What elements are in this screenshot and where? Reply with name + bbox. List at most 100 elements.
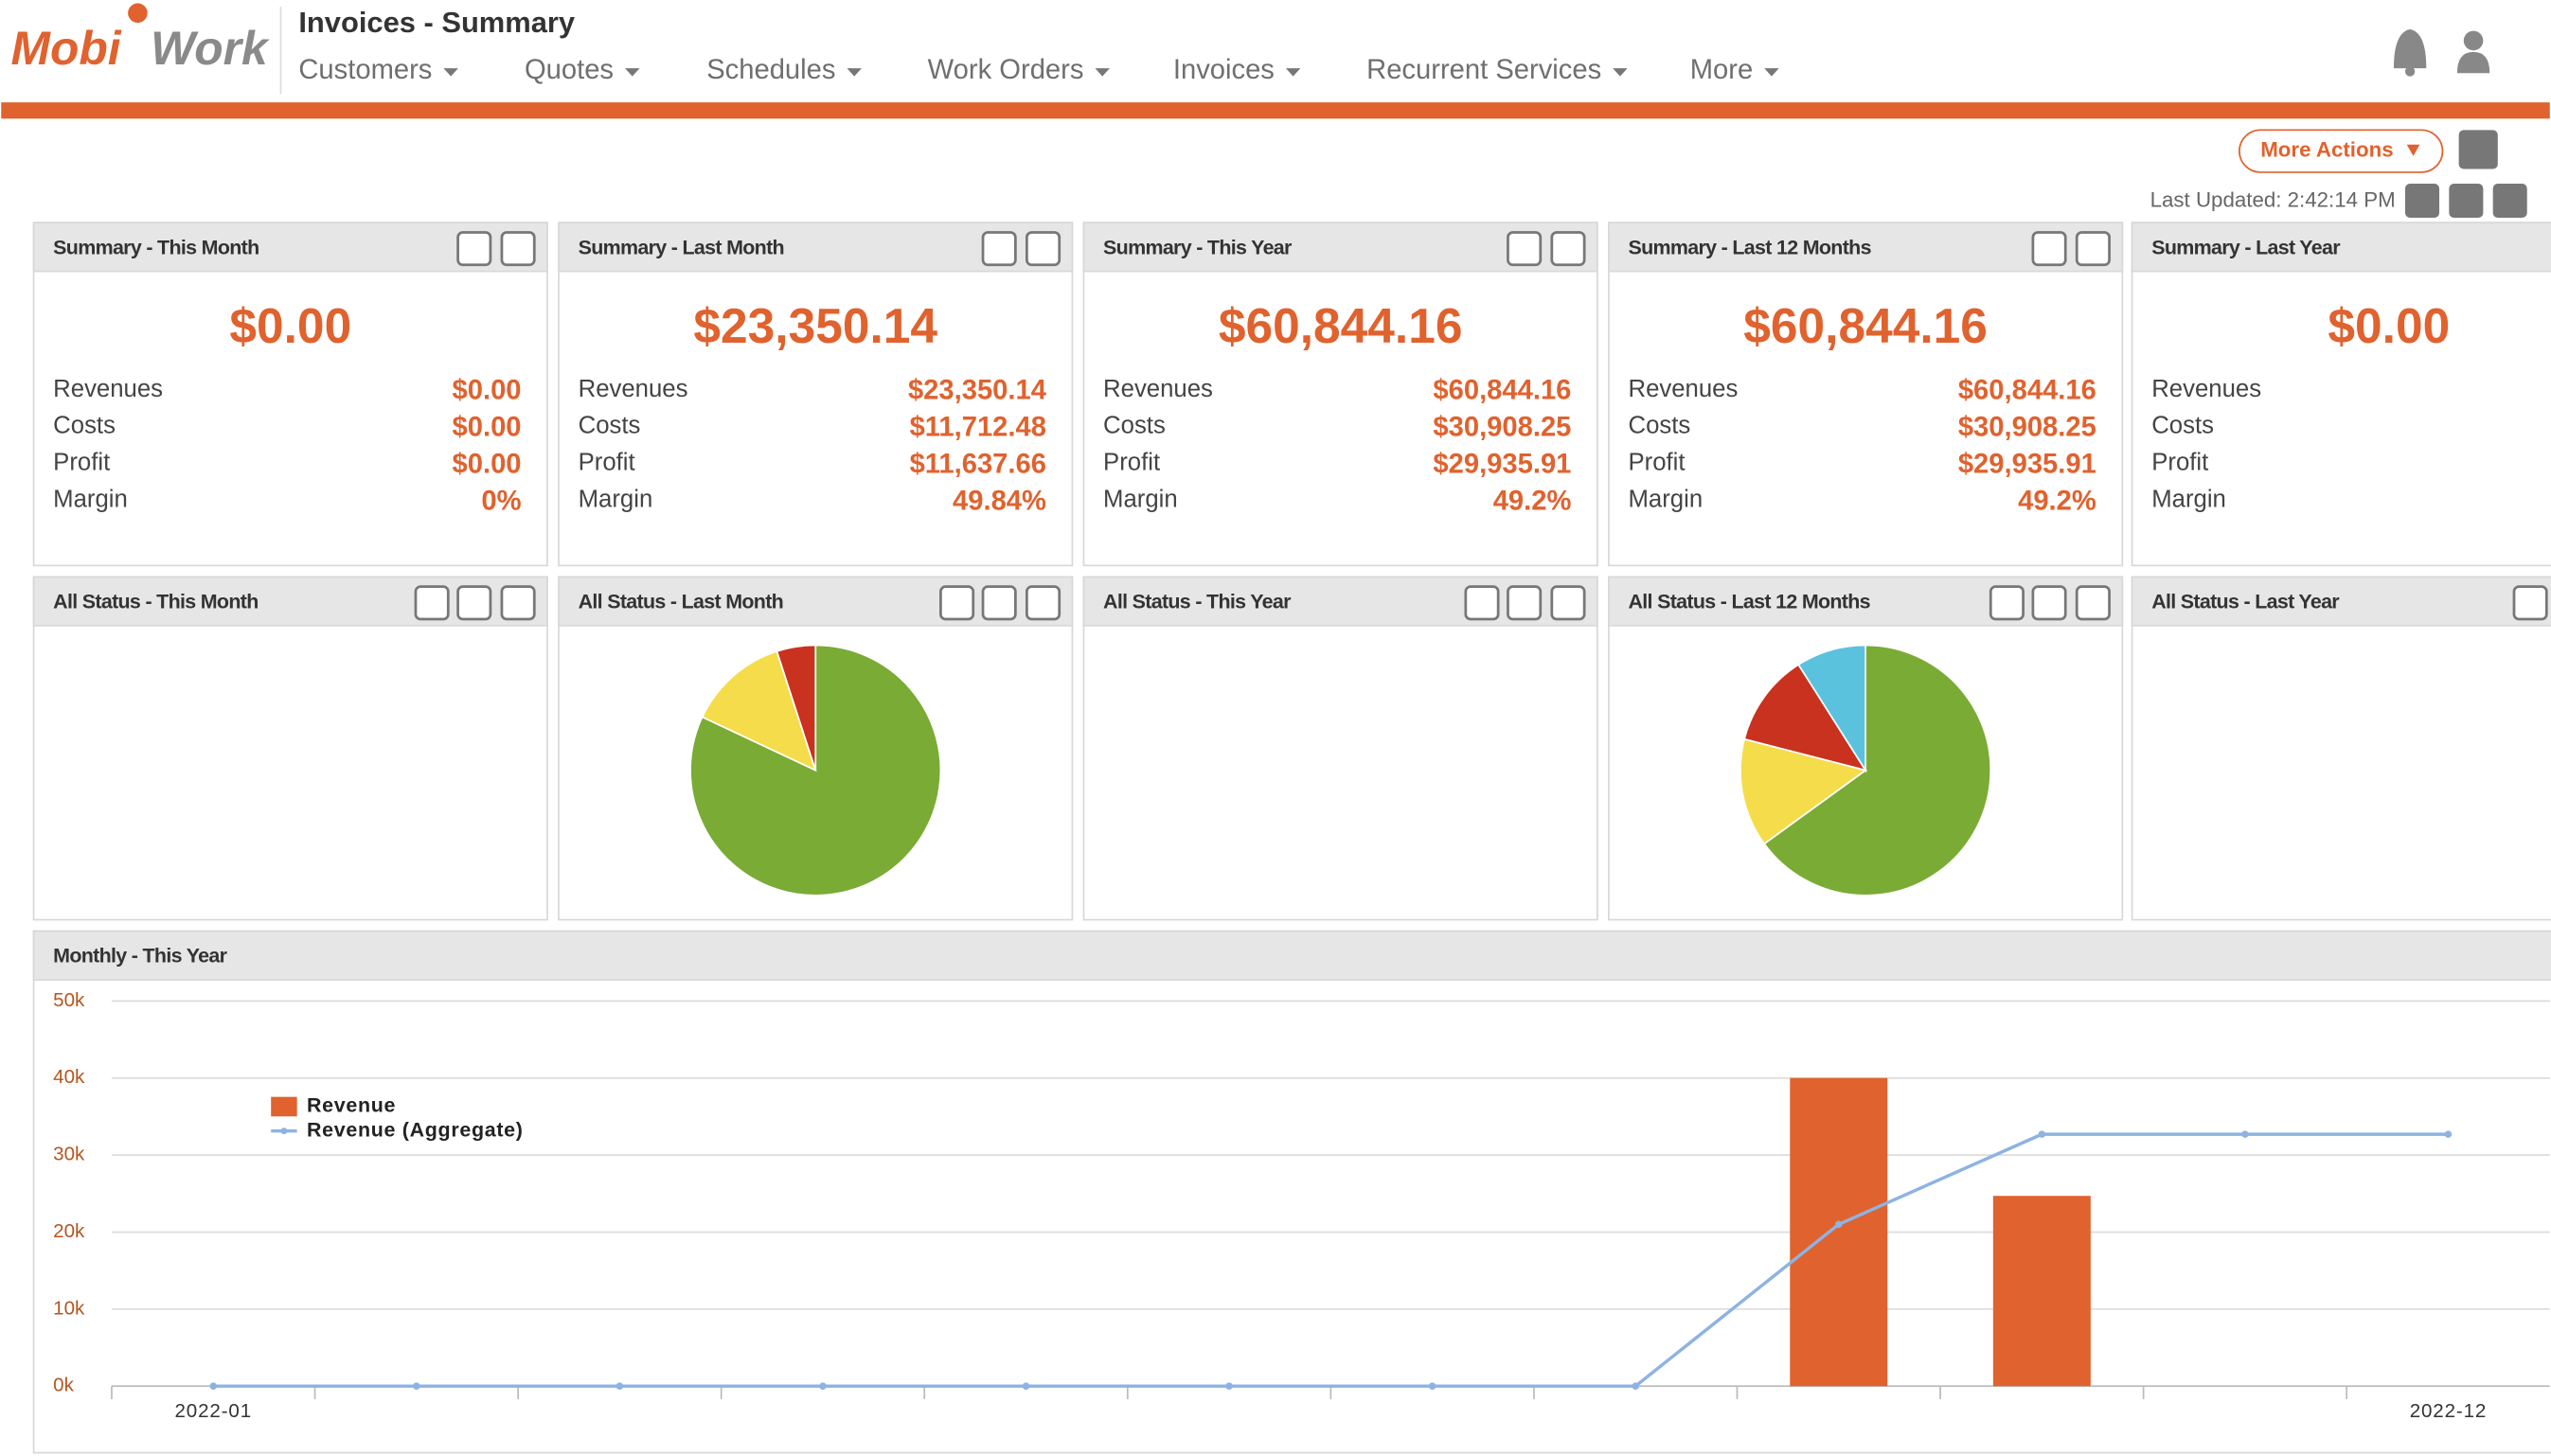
row-label: Revenues <box>53 376 163 402</box>
widget-icon[interactable] <box>1507 585 1543 621</box>
widget-frame <box>1082 222 1598 567</box>
row-label: Costs <box>53 413 116 439</box>
widget-icon[interactable] <box>1550 231 1586 267</box>
widget-icon[interactable] <box>414 585 450 621</box>
widget-icon[interactable] <box>1025 585 1061 621</box>
widget-header <box>32 930 2551 981</box>
y-tick-label: 30k <box>53 1144 85 1165</box>
widget-icon[interactable] <box>2075 585 2111 621</box>
logo-icon <box>128 3 148 24</box>
widget-icon[interactable] <box>1507 231 1543 267</box>
user-icon[interactable] <box>2456 30 2490 74</box>
row-label: Profit <box>579 450 635 476</box>
pie-slice <box>1743 663 1867 772</box>
nav-caret <box>1613 68 1628 77</box>
summary-total: $60,844.16 <box>1219 298 1463 353</box>
row-label: Revenues <box>2151 376 2261 402</box>
row-value: $23,350.14 <box>908 375 1047 405</box>
row-label: Margin <box>53 487 128 513</box>
toolbar-icon[interactable] <box>2492 183 2527 219</box>
nav-caret <box>847 68 862 77</box>
widget-icon[interactable] <box>456 585 492 621</box>
summary-total: $60,844.16 <box>1743 298 1988 353</box>
line-point <box>1428 1382 1436 1390</box>
widget-icon[interactable] <box>1550 585 1586 621</box>
user-body <box>2456 51 2490 74</box>
line-point <box>819 1382 827 1390</box>
row-value: 49.2% <box>1493 486 1572 516</box>
nav-caret <box>1095 68 1110 77</box>
settings-button[interactable] <box>2458 130 2498 169</box>
widget-icon[interactable] <box>2075 231 2111 267</box>
logo[interactable]: Work <box>151 22 270 75</box>
toolbar-icon[interactable] <box>2449 183 2484 219</box>
y-tick-label: 10k <box>53 1297 85 1319</box>
row-value: 49.2% <box>2018 486 2096 516</box>
line-point <box>615 1382 624 1390</box>
nav-caret <box>625 68 640 77</box>
widget-frame <box>32 930 2551 1454</box>
widget-icon[interactable] <box>1464 585 1500 621</box>
row-value: 0% <box>481 486 521 516</box>
widget-title: Monthly - This Year <box>53 945 227 968</box>
widget-title: Summary - This Year <box>1103 236 1293 258</box>
widget-icon[interactable] <box>1025 231 1061 267</box>
widget-title: All Status - This Month <box>53 591 258 613</box>
row-label: Margin <box>1103 487 1178 513</box>
row-label: Profit <box>1628 450 1685 476</box>
nav-item[interactable]: Schedules <box>706 55 835 85</box>
widget-title: All Status - Last Year <box>2151 591 2340 613</box>
widget-icon[interactable] <box>2512 585 2548 621</box>
line-point <box>1632 1382 1639 1390</box>
widget-title: Summary - This Month <box>53 236 259 258</box>
widget-title: Summary - Last 12 Months <box>1628 236 1871 258</box>
row-value: 49.84% <box>953 486 1046 516</box>
widget-icon[interactable] <box>939 585 975 621</box>
nav-item[interactable]: Work Orders <box>928 55 1084 85</box>
pie-slice <box>1762 644 1992 897</box>
nav-caret <box>443 68 458 77</box>
widget-frame <box>1082 576 1598 921</box>
button-label[interactable]: More Actions <box>2260 138 2393 162</box>
widget-frame <box>558 222 1074 567</box>
row-label: Margin <box>579 487 653 513</box>
x-tick-label: 2022-12 <box>2410 1400 2488 1422</box>
row-value: $60,844.16 <box>1958 375 2096 405</box>
widget-frame <box>32 222 548 567</box>
widget-icon[interactable] <box>2031 231 2067 267</box>
widget-title: All Status - Last Month <box>579 591 783 613</box>
legend-label[interactable]: Revenue (Aggregate) <box>307 1118 524 1141</box>
more-actions-button[interactable]: More Actions <box>2239 129 2444 173</box>
widget-frame <box>32 576 548 921</box>
legend-swatch <box>271 1096 297 1117</box>
header-bar <box>1 102 2550 119</box>
widget-icon[interactable] <box>500 585 536 621</box>
row-value: $11,712.48 <box>910 412 1046 442</box>
nav-item[interactable]: Quotes <box>525 55 614 85</box>
row-value: $0.00 <box>453 412 522 442</box>
nav-item[interactable]: Customers <box>298 55 432 85</box>
row-value: $30,908.25 <box>1958 412 2096 442</box>
widget-icon[interactable] <box>981 231 1017 267</box>
legend-label[interactable]: Revenue <box>307 1094 396 1117</box>
widget-icon[interactable] <box>2031 585 2067 621</box>
widget-icon[interactable] <box>981 585 1017 621</box>
caret <box>2406 144 2420 156</box>
widget-icon[interactable] <box>456 231 492 267</box>
nav-item[interactable]: More <box>1690 55 1753 85</box>
widget-title: All Status - Last 12 Months <box>1628 591 1870 613</box>
nav-caret <box>1285 68 1301 77</box>
logo[interactable]: Mobi <box>11 22 122 75</box>
widget-icon[interactable] <box>1989 585 2025 621</box>
bell-icon[interactable] <box>2393 28 2427 77</box>
nav-item[interactable]: Recurrent Services <box>1366 55 1601 85</box>
toolbar-icon[interactable] <box>2404 183 2440 219</box>
row-label: Revenues <box>579 376 688 402</box>
last-updated: Last Updated: 2:42:14 PM <box>2150 188 2396 212</box>
y-tick-label: 20k <box>53 1220 85 1242</box>
widget-icon[interactable] <box>500 231 536 267</box>
page-title: Invoices - Summary <box>298 6 575 39</box>
nav-item[interactable]: Invoices <box>1173 55 1275 85</box>
